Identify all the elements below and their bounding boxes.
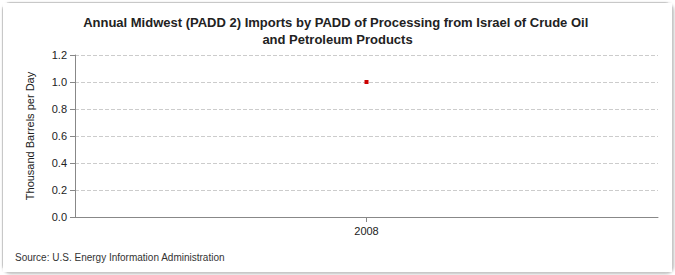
svg-text:Annual Midwest (PADD 2) Import: Annual Midwest (PADD 2) Imports by PADD … xyxy=(83,15,592,30)
svg-text:0.8: 0.8 xyxy=(52,103,67,115)
svg-text:1.0: 1.0 xyxy=(52,76,67,88)
svg-text:Source: U.S. Energy Informatio: Source: U.S. Energy Information Administ… xyxy=(15,252,225,263)
svg-text:0.2: 0.2 xyxy=(52,184,67,196)
svg-text:and Petroleum Products: and Petroleum Products xyxy=(262,32,412,47)
svg-text:0.0: 0.0 xyxy=(52,211,67,223)
svg-text:Thousand Barrels per Day: Thousand Barrels per Day xyxy=(24,71,36,200)
svg-text:1.2: 1.2 xyxy=(52,49,67,61)
svg-text:2008: 2008 xyxy=(354,225,378,237)
svg-text:0.4: 0.4 xyxy=(52,157,67,169)
svg-text:0.6: 0.6 xyxy=(52,130,67,142)
